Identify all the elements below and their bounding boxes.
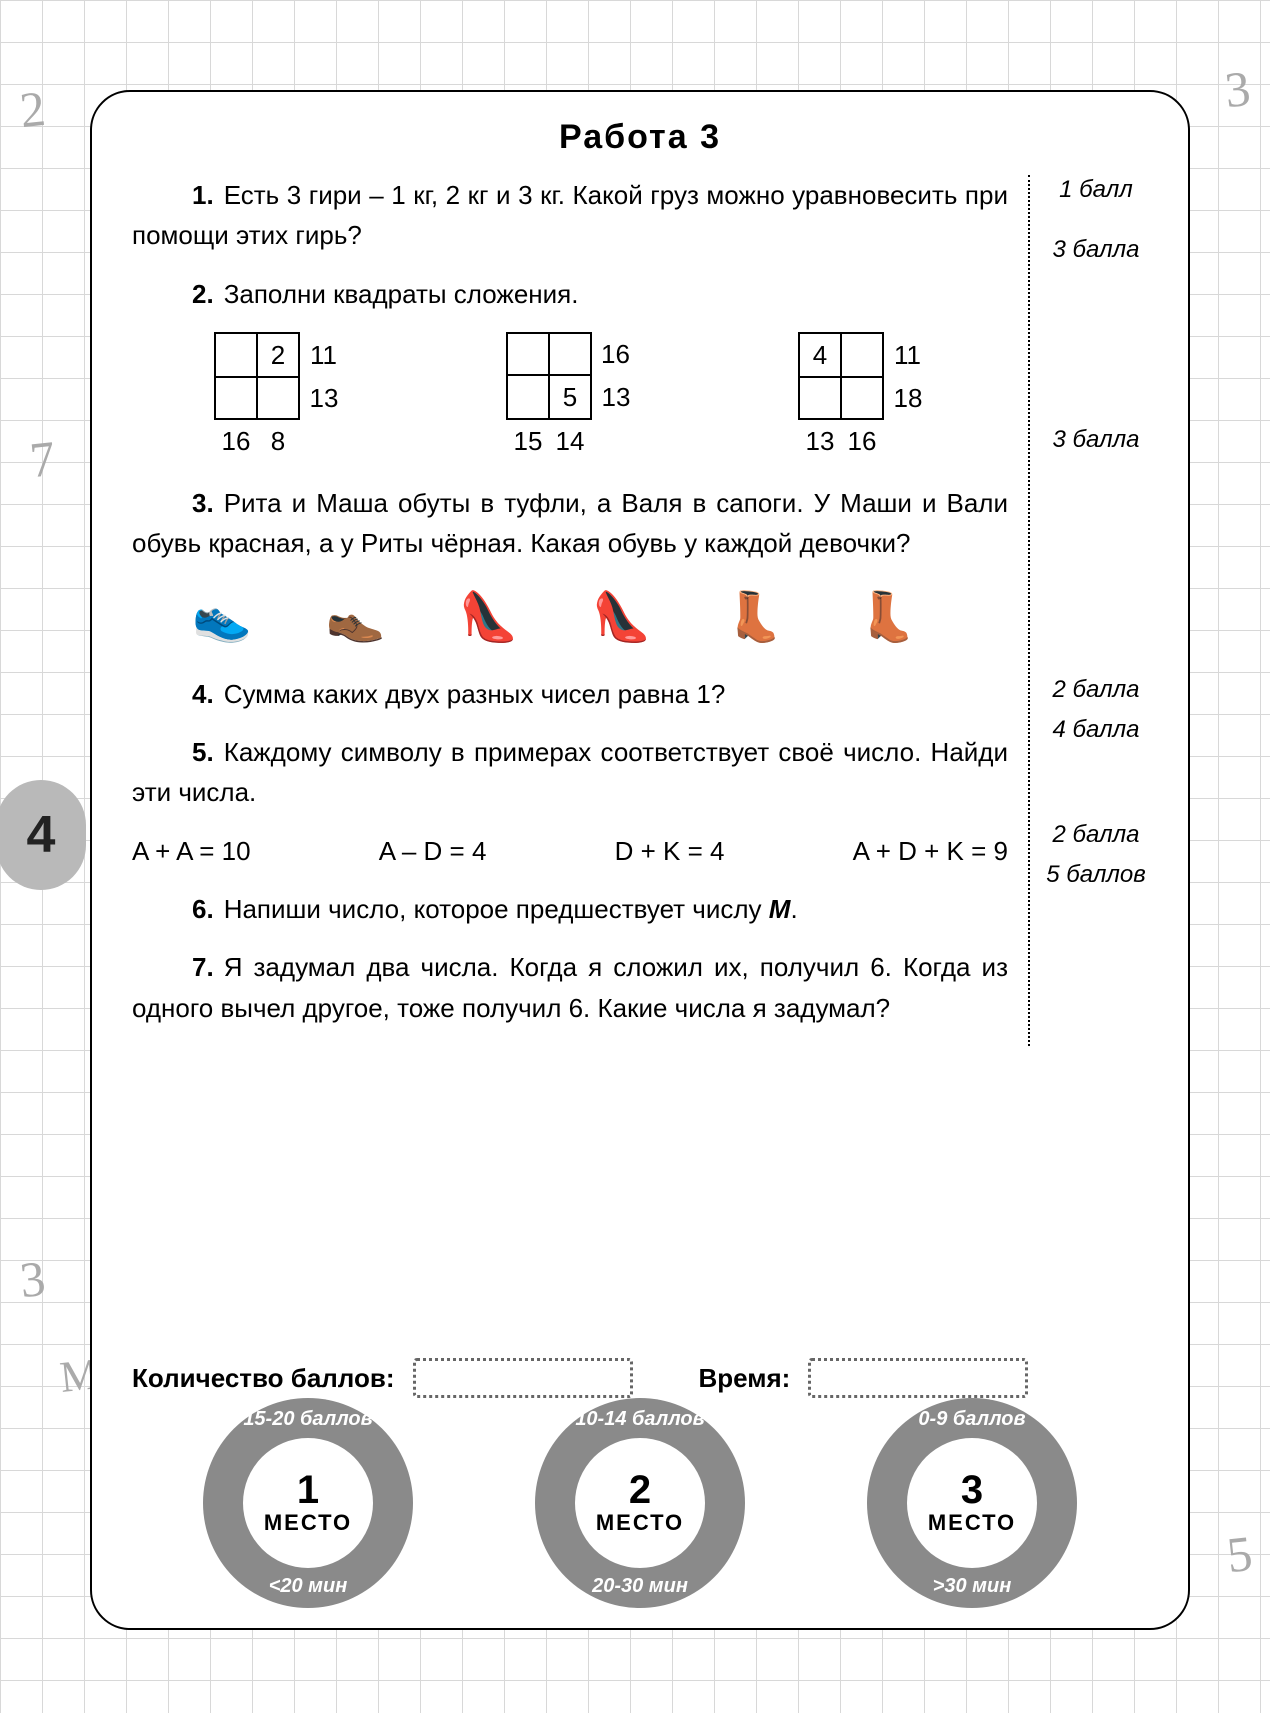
q7-text: Я задумал два числа. Когда я сложил их, … xyxy=(132,952,1008,1022)
medal-2-place: 2 xyxy=(629,1470,651,1510)
medal-3-place: 3 xyxy=(961,1470,983,1510)
content-frame: Работа 3 1.Есть 3 гири – 1 кг, 2 кг и 3 … xyxy=(90,90,1190,1630)
medal-1-top: 15-20 баллов xyxy=(203,1408,413,1431)
sq2-c21[interactable] xyxy=(507,375,549,419)
sq1-b2: 8 xyxy=(257,419,299,462)
addition-square-1: 211 13 168 xyxy=(214,332,342,463)
page-number-badge: 4 xyxy=(0,780,86,890)
q3-text: Рита и Маша обуты в туфли, а Валя в сапо… xyxy=(132,488,1008,558)
sq3-c12[interactable] xyxy=(841,333,883,377)
deco-2: 2 xyxy=(17,79,48,139)
sq3-b1: 13 xyxy=(799,419,841,462)
shoes-illustration: 👟 👞 👠 👠 👢 👢 xyxy=(132,581,1008,655)
deco-5: 5 xyxy=(1224,1524,1255,1584)
sq2-r1: 16 xyxy=(591,333,633,375)
addition-square-2: 16 513 1514 xyxy=(506,332,634,463)
q3-number: 3. xyxy=(162,483,214,523)
sq2-c22[interactable]: 5 xyxy=(549,375,591,419)
sq3-r2: 18 xyxy=(883,377,925,419)
sq1-c11[interactable] xyxy=(215,333,257,377)
sq3-c11[interactable]: 4 xyxy=(799,333,841,377)
eq-3: D + K = 4 xyxy=(615,831,725,871)
sq3-r1: 11 xyxy=(883,333,925,377)
q1-text: Есть 3 гири – 1 кг, 2 кг и 3 кг. Какой г… xyxy=(132,180,1008,250)
sq3-c22[interactable] xyxy=(841,377,883,419)
sq2-b1: 15 xyxy=(507,419,549,462)
medal-3-word: МЕСТО xyxy=(928,1510,1016,1536)
medal-3-top: 0-9 баллов xyxy=(867,1408,1077,1431)
eq-2: A – D = 4 xyxy=(379,831,487,871)
sq2-r2: 13 xyxy=(591,375,633,419)
medal-3: 0-9 баллов 3 МЕСТО >30 мин xyxy=(867,1398,1077,1608)
question-6: 6.Напиши число, которое предшествует чис… xyxy=(132,889,1008,929)
time-input[interactable] xyxy=(808,1358,1028,1398)
main-column: 1.Есть 3 гири – 1 кг, 2 кг и 3 кг. Какой… xyxy=(132,175,1028,1046)
addition-squares-row: 211 13 168 16 513 1514 xyxy=(132,332,1008,463)
deco-3b: 3 xyxy=(1222,59,1253,119)
q2-number: 2. xyxy=(162,274,214,314)
medal-2-bottom: 20-30 мин xyxy=(535,1575,745,1598)
sq1-c12[interactable]: 2 xyxy=(257,333,299,377)
q2-text: Заполни квадраты сложения. xyxy=(224,279,579,309)
equations-row: A + A = 10 A – D = 4 D + K = 4 A + D + K… xyxy=(132,831,1008,871)
score-q6: 2 балла xyxy=(1044,820,1148,850)
sq3-c21[interactable] xyxy=(799,377,841,419)
medal-1-bottom: <20 мин xyxy=(203,1575,413,1598)
sq1-c21[interactable] xyxy=(215,377,257,419)
addition-square-3: 4 11 18 1316 xyxy=(798,332,926,463)
deco-7: 7 xyxy=(27,429,58,489)
sq1-r1: 11 xyxy=(299,333,341,377)
question-3: 3.Рита и Маша обуты в туфли, а Валя в са… xyxy=(132,483,1008,564)
question-1: 1.Есть 3 гири – 1 кг, 2 кг и 3 кг. Какой… xyxy=(132,175,1008,256)
q7-number: 7. xyxy=(162,947,214,987)
time-label: Время: xyxy=(699,1363,791,1394)
medal-1-place: 1 xyxy=(297,1470,319,1510)
score-total-label: Количество баллов: xyxy=(132,1363,395,1394)
sq1-c22[interactable] xyxy=(257,377,299,419)
sq2-c11[interactable] xyxy=(507,333,549,375)
q5-number: 5. xyxy=(162,732,214,772)
eq-4: A + D + K = 9 xyxy=(853,831,1008,871)
q5-text: Каждому символу в примерах соответствует… xyxy=(132,737,1008,807)
body-columns: 1.Есть 3 гири – 1 кг, 2 кг и 3 кг. Какой… xyxy=(132,175,1148,1046)
score-q7: 5 баллов xyxy=(1044,860,1148,890)
medal-2-word: МЕСТО xyxy=(596,1510,684,1536)
q4-number: 4. xyxy=(162,674,214,714)
q1-number: 1. xyxy=(162,175,214,215)
question-5: 5.Каждому символу в примерах соответству… xyxy=(132,732,1008,813)
question-7: 7.Я задумал два числа. Когда я сложил их… xyxy=(132,947,1008,1028)
q4-text: Сумма каких двух разных чисел равна 1? xyxy=(224,679,726,709)
medal-2: 10-14 баллов 2 МЕСТО 20-30 мин xyxy=(535,1398,745,1608)
score-total-input[interactable] xyxy=(413,1358,633,1398)
medal-3-bottom: >30 мин xyxy=(867,1575,1077,1598)
score-column: 1 балл 3 балла 3 балла 2 балла 4 балла 2… xyxy=(1028,175,1148,1046)
page-number: 4 xyxy=(27,805,56,865)
worksheet-title: Работа 3 xyxy=(132,118,1148,157)
q6-letter: M xyxy=(769,894,791,924)
question-4: 4. Сумма каких двух разных чисел равна 1? xyxy=(132,674,1008,714)
score-q3: 3 балла xyxy=(1044,425,1148,455)
deco-3: 3 xyxy=(17,1249,48,1309)
sq1-r2: 13 xyxy=(299,377,341,419)
q6-number: 6. xyxy=(162,889,214,929)
medal-1-word: МЕСТО xyxy=(264,1510,352,1536)
sq2-c12[interactable] xyxy=(549,333,591,375)
score-q5: 4 балла xyxy=(1044,715,1148,745)
medal-2-top: 10-14 баллов xyxy=(535,1408,745,1431)
medals-row: 15-20 баллов 1 МЕСТО <20 мин 10-14 балло… xyxy=(142,1398,1138,1608)
sq3-b2: 16 xyxy=(841,419,883,462)
sq2-b2: 14 xyxy=(549,419,591,462)
question-2: 2. Заполни квадраты сложения. xyxy=(132,274,1008,314)
eq-1: A + A = 10 xyxy=(132,831,251,871)
medal-1: 15-20 баллов 1 МЕСТО <20 мин xyxy=(203,1398,413,1608)
page: 4 2 7 3 3 5 M Работа 3 1.Есть 3 гири – 1… xyxy=(0,0,1270,1713)
sq1-b1: 16 xyxy=(215,419,257,462)
score-q4: 2 балла xyxy=(1044,675,1148,705)
score-q1: 1 балл xyxy=(1044,175,1148,205)
score-q2: 3 балла xyxy=(1044,235,1148,265)
footer-row: Количество баллов: Время: xyxy=(132,1358,1148,1398)
